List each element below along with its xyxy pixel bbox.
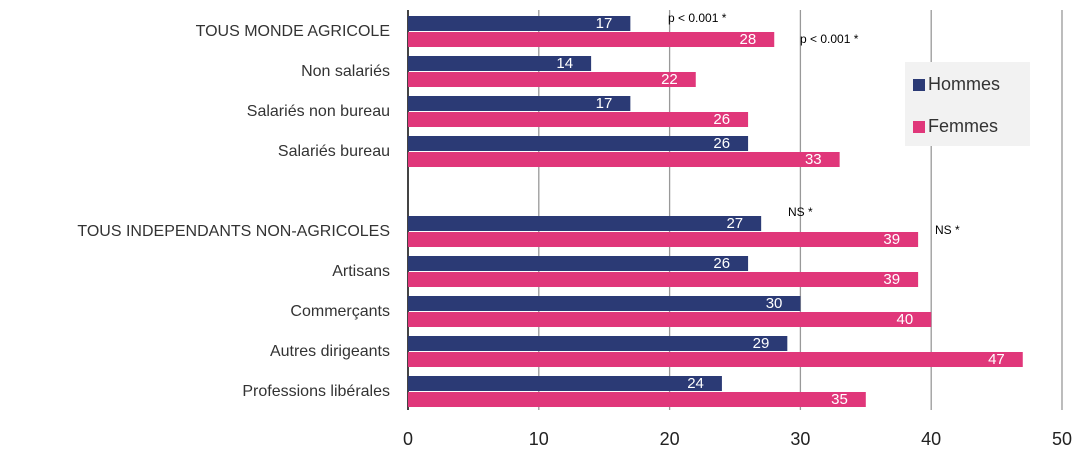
category-label: TOUS INDEPENDANTS NON-AGRICOLES <box>77 223 390 240</box>
value-label: 27 <box>726 215 743 232</box>
value-label: 28 <box>740 31 757 48</box>
category-label: Salariés bureau <box>278 143 390 160</box>
value-label: 26 <box>713 111 730 128</box>
bar <box>408 296 801 311</box>
value-label: 40 <box>897 311 914 328</box>
value-label: 47 <box>988 351 1005 368</box>
category-label: Non salariés <box>301 63 390 80</box>
category-label: TOUS MONDE AGRICOLE <box>196 23 390 40</box>
bar <box>408 376 722 391</box>
value-label: 26 <box>713 255 730 272</box>
category-label: Salariés non bureau <box>247 103 390 120</box>
bar <box>408 336 788 351</box>
annotation: p < 0.001 * <box>668 11 727 25</box>
bar <box>408 136 749 151</box>
value-label: 17 <box>596 15 613 32</box>
annotation: p < 0.001 * <box>800 32 859 46</box>
bar <box>408 72 696 87</box>
category-label: Artisans <box>332 263 390 280</box>
value-label: 39 <box>883 271 900 288</box>
value-label: 22 <box>661 71 678 88</box>
category-label: Autres dirigeants <box>270 343 390 360</box>
x-tick-label: 40 <box>921 429 941 449</box>
x-tick-label: 50 <box>1052 429 1072 449</box>
legend-swatch <box>913 79 925 91</box>
bar <box>408 392 866 407</box>
value-label: 39 <box>883 231 900 248</box>
bar <box>408 272 919 287</box>
value-label: 26 <box>713 135 730 152</box>
value-label: 24 <box>687 375 704 392</box>
bar <box>408 112 749 127</box>
value-label: 33 <box>805 151 822 168</box>
value-label: 29 <box>753 335 770 352</box>
annotation: NS * <box>788 205 813 219</box>
value-label: 17 <box>596 95 613 112</box>
x-tick-label: 30 <box>790 429 810 449</box>
bar <box>408 216 762 231</box>
category-label: Professions libérales <box>242 383 390 400</box>
value-label: 35 <box>831 391 848 408</box>
legend-label: Femmes <box>928 116 998 136</box>
bar <box>408 232 919 247</box>
legend-box <box>905 62 1030 146</box>
x-tick-label: 10 <box>529 429 549 449</box>
category-label: Commerçants <box>290 303 390 320</box>
bar <box>408 16 631 31</box>
bar <box>408 96 631 111</box>
bar <box>408 56 592 71</box>
bar <box>408 352 1023 367</box>
x-tick-label: 0 <box>403 429 413 449</box>
annotation: NS * <box>935 223 960 237</box>
legend-label: Hommes <box>928 74 1000 94</box>
x-tick-label: 20 <box>660 429 680 449</box>
value-label: 30 <box>766 295 783 312</box>
legend-swatch <box>913 121 925 133</box>
bar <box>408 32 775 47</box>
bar <box>408 256 749 271</box>
bar <box>408 152 840 167</box>
value-label: 14 <box>556 55 573 72</box>
bar <box>408 312 932 327</box>
